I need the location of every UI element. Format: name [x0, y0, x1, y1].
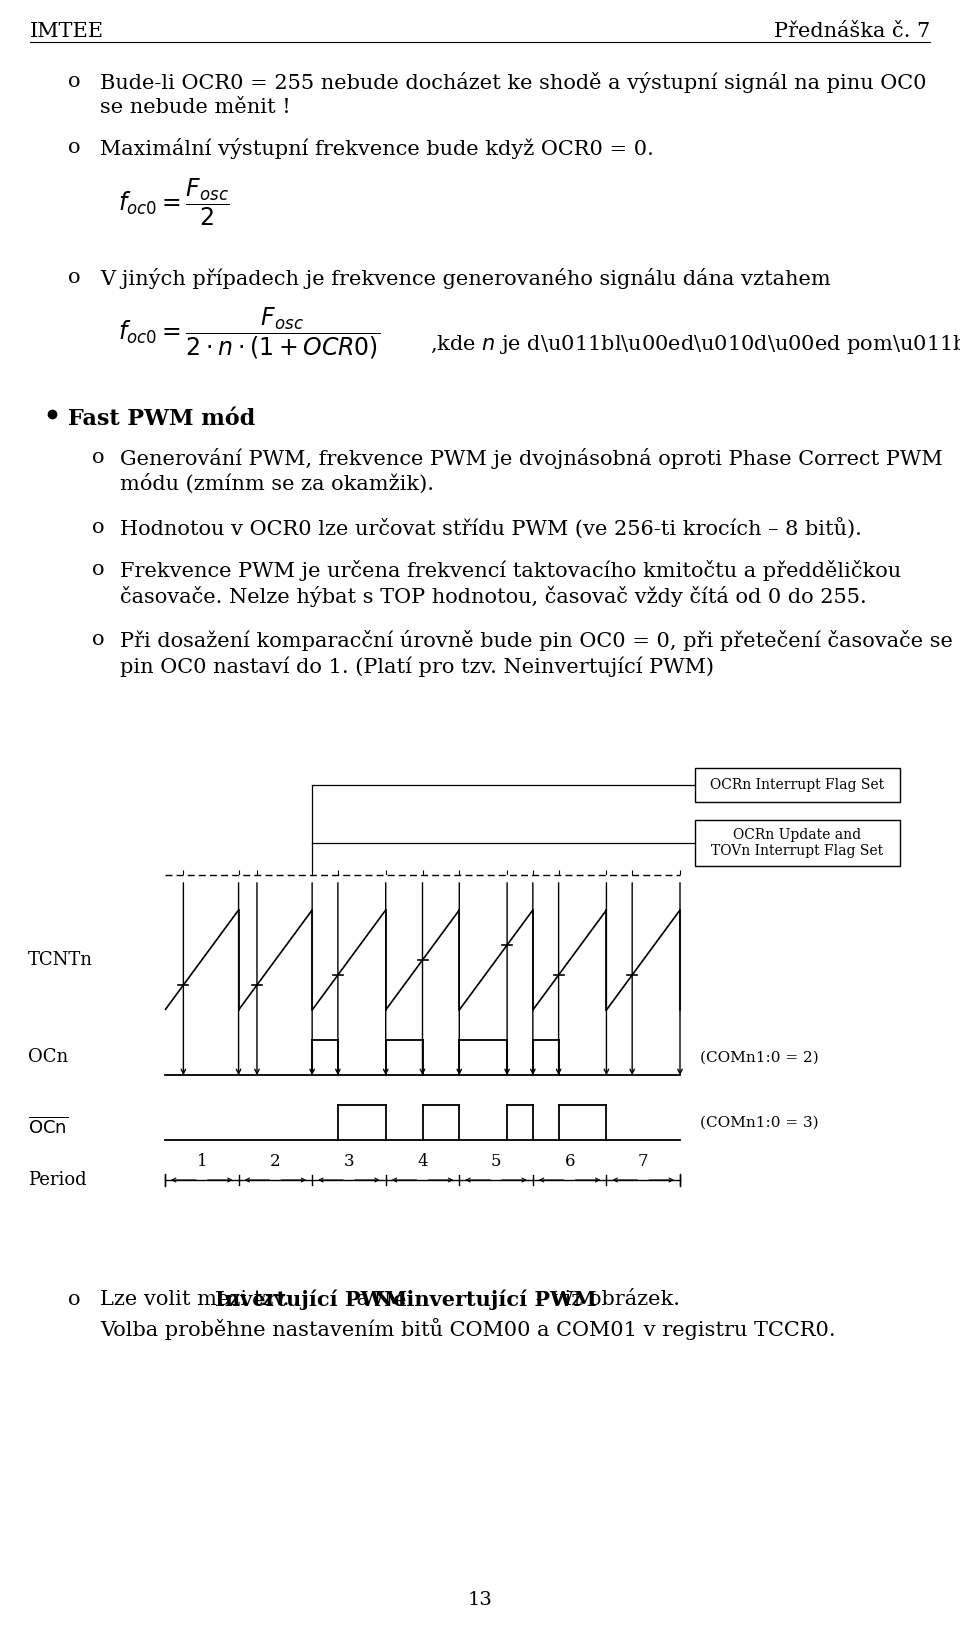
Text: 13: 13 [468, 1591, 492, 1609]
Text: Period: Period [28, 1171, 86, 1189]
Text: Hodnotou v OCR0 lze určovat střídu PWM (ve 256-ti krocích – 8 bitů).: Hodnotou v OCR0 lze určovat střídu PWM (… [120, 517, 862, 539]
Text: o: o [92, 560, 105, 579]
Text: 6: 6 [564, 1154, 575, 1170]
Text: IMTEE: IMTEE [30, 23, 104, 41]
Text: (COMn1:0 = 3): (COMn1:0 = 3) [700, 1116, 819, 1129]
Text: Bude-li OCR0 = 255 nebude docházet ke shodě a výstupní signál na pinu OC0: Bude-li OCR0 = 255 nebude docházet ke sh… [100, 72, 926, 93]
Text: Fast PWM mód: Fast PWM mód [68, 408, 255, 430]
Text: Invertující PWM: Invertující PWM [215, 1290, 407, 1310]
Text: – viz obrázek.: – viz obrázek. [529, 1290, 680, 1310]
Text: Lze volit mezi tzv.: Lze volit mezi tzv. [100, 1290, 297, 1310]
Text: o: o [68, 138, 81, 156]
Text: o: o [68, 72, 81, 91]
Text: $f_{oc0} = \dfrac{F_{osc}}{2}$: $f_{oc0} = \dfrac{F_{osc}}{2}$ [118, 176, 229, 228]
Text: OCn: OCn [28, 1048, 68, 1067]
Text: Přednáška č. 7: Přednáška č. 7 [774, 23, 930, 41]
Text: a: a [350, 1290, 375, 1310]
Text: Při dosažení komparacční úrovně bude pin OC0 = 0, při přetečení časovače se: Při dosažení komparacční úrovně bude pin… [120, 630, 953, 651]
Text: V jiných případech je frekvence generovaného signálu dána vztahem: V jiných případech je frekvence generova… [100, 268, 830, 290]
Bar [695, 820, 900, 866]
Text: o: o [68, 268, 81, 286]
Text: o: o [92, 517, 105, 537]
Text: 3: 3 [344, 1154, 354, 1170]
Text: módu (zmínm se za okamžik).: módu (zmínm se za okamžik). [120, 473, 434, 495]
Text: OCRn Interrupt Flag Set: OCRn Interrupt Flag Set [710, 778, 884, 792]
Text: Volba proběhne nastavením bitů COM00 a COM01 v registru TCCR0.: Volba proběhne nastavením bitů COM00 a C… [100, 1318, 835, 1341]
Text: TCNTn: TCNTn [28, 952, 93, 970]
Text: Frekvence PWM je určena frekvencí taktovacího kmitočtu a předděličkou: Frekvence PWM je určena frekvencí taktov… [120, 560, 901, 581]
Text: $f_{oc0} = \dfrac{F_{osc}}{2 \cdot n \cdot \left(1 + OCR0\right)}$: $f_{oc0} = \dfrac{F_{osc}}{2 \cdot n \cd… [118, 304, 380, 361]
Text: o: o [68, 1290, 81, 1310]
Text: o: o [92, 447, 105, 467]
Text: 2: 2 [270, 1154, 280, 1170]
Bar [695, 768, 900, 802]
Text: časovače. Nelze hýbat s TOP hodnotou, časovač vždy čítá od 0 do 255.: časovače. Nelze hýbat s TOP hodnotou, ča… [120, 586, 867, 607]
Text: 1: 1 [197, 1154, 207, 1170]
Text: 5: 5 [491, 1154, 501, 1170]
Text: OCRn Update and
TOVn Interrupt Flag Set: OCRn Update and TOVn Interrupt Flag Set [711, 828, 883, 857]
Text: 7: 7 [637, 1154, 649, 1170]
Text: pin OC0 nastaví do 1. (Platí pro tzv. Neinvertující PWM): pin OC0 nastaví do 1. (Platí pro tzv. Ne… [120, 656, 714, 677]
Text: Maximální výstupní frekvence bude když OCR0 = 0.: Maximální výstupní frekvence bude když O… [100, 138, 654, 159]
Text: 4: 4 [418, 1154, 428, 1170]
Text: se nebude měnit !: se nebude měnit ! [100, 98, 291, 117]
Text: ,kde $n$ je d\u011bl\u00ed\u010d\u00ed pom\u011br p\u0159edd\u011bli\u010dky: ,kde $n$ je d\u011bl\u00ed\u010d\u00ed p… [430, 334, 960, 356]
Text: $\overline{\mathrm{OCn}}$: $\overline{\mathrm{OCn}}$ [28, 1116, 68, 1137]
Text: o: o [92, 630, 105, 649]
Text: Generování PWM, frekvence PWM je dvojnásobná oproti Phase Correct PWM: Generování PWM, frekvence PWM je dvojnás… [120, 447, 943, 469]
Text: (COMn1:0 = 2): (COMn1:0 = 2) [700, 1051, 819, 1064]
Text: Neinvertující PWM: Neinvertující PWM [374, 1290, 596, 1310]
